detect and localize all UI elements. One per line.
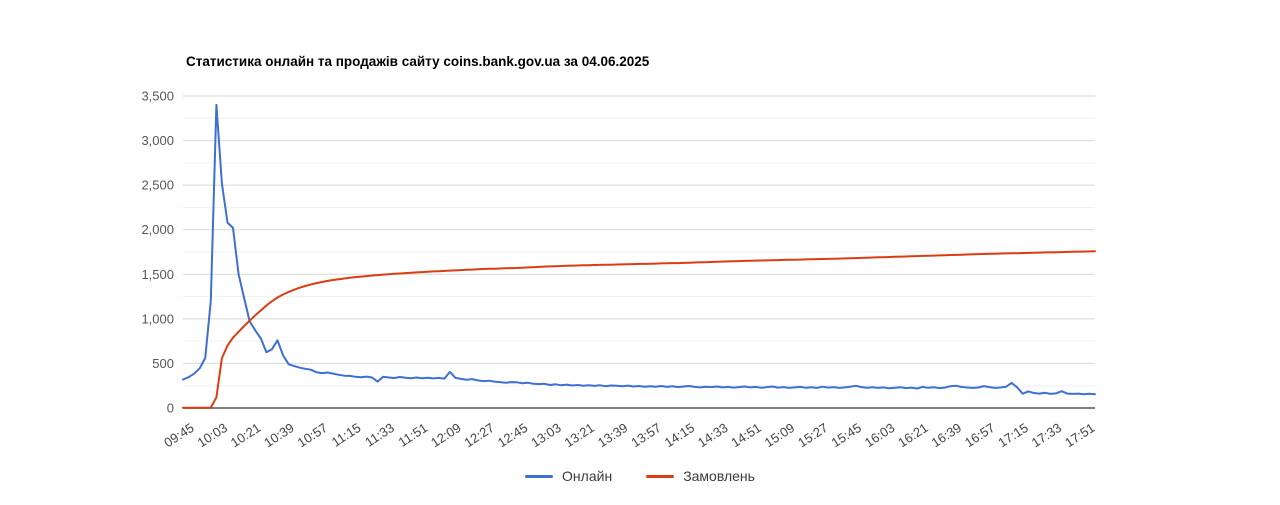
x-tick-label: 11:51 — [396, 420, 431, 450]
y-tick-label: 3,000 — [141, 133, 174, 148]
y-tick-label: 1,000 — [141, 311, 174, 326]
x-tick-label: 16:57 — [962, 420, 997, 450]
x-tick-label: 17:15 — [995, 420, 1030, 450]
x-tick-label: 16:39 — [929, 420, 964, 450]
chart-title: Статистика онлайн та продажів сайту coin… — [186, 54, 650, 69]
orders-series-swatch — [646, 474, 675, 478]
x-tick-label: 10:21 — [228, 420, 263, 450]
x-tick-label: 15:27 — [795, 420, 830, 450]
x-tick-label: 16:21 — [895, 420, 930, 450]
x-tick-label: 14:15 — [662, 420, 697, 450]
x-tick-label: 13:57 — [628, 420, 663, 450]
online-series-swatch — [525, 474, 554, 478]
legend-label-orders: Замовлень — [683, 468, 755, 484]
x-tick-label: 13:39 — [595, 420, 630, 450]
x-tick-label: 11:33 — [362, 420, 397, 450]
legend-label-online: Онлайн — [562, 468, 613, 484]
y-tick-label: 1,500 — [141, 267, 174, 282]
x-tick-label: 11:15 — [329, 420, 364, 450]
legend-item-orders: Замовлень — [646, 468, 755, 484]
series-line-online — [182, 103, 1096, 396]
y-gridlines-major — [183, 95, 1095, 364]
x-tick-label: 12:09 — [428, 420, 463, 450]
x-tick-label: 14:33 — [695, 420, 730, 450]
x-tick-label: 17:33 — [1029, 420, 1064, 450]
x-tick-label: 10:39 — [261, 420, 296, 450]
x-tick-label: 13:21 — [562, 420, 597, 450]
y-gridlines-minor — [183, 117, 1095, 387]
x-tick-label: 10:03 — [195, 420, 230, 450]
x-tick-label: 09:45 — [161, 420, 196, 450]
x-tick-label: 15:09 — [762, 420, 797, 450]
x-tick-label: 12:45 — [495, 420, 530, 450]
x-tick-label: 16:03 — [862, 420, 897, 450]
x-tick-label: 15:45 — [828, 420, 863, 450]
y-tick-label: 2,500 — [141, 178, 174, 193]
series-line-orders — [182, 250, 1096, 409]
y-axis-labels: 0 500 1,000 1,500 2,000 2,500 3,000 3,500 — [141, 89, 174, 416]
chart-legend: Онлайн Замовлень — [0, 468, 1280, 484]
y-tick-label: 500 — [152, 356, 174, 371]
x-tick-label: 12:27 — [461, 420, 496, 450]
y-tick-label: 3,500 — [141, 89, 174, 104]
x-tick-label: 13:03 — [528, 420, 563, 450]
x-tick-label: 14:51 — [728, 420, 763, 450]
legend-item-online: Онлайн — [525, 468, 612, 484]
y-tick-label: 0 — [167, 401, 174, 416]
x-axis-labels: 09:4510:0310:2110:3910:5711:1511:3311:51… — [161, 420, 1097, 450]
x-tick-label: 10:57 — [295, 420, 330, 450]
x-tick-label: 17:51 — [1062, 420, 1097, 450]
y-tick-label: 2,000 — [141, 222, 174, 237]
